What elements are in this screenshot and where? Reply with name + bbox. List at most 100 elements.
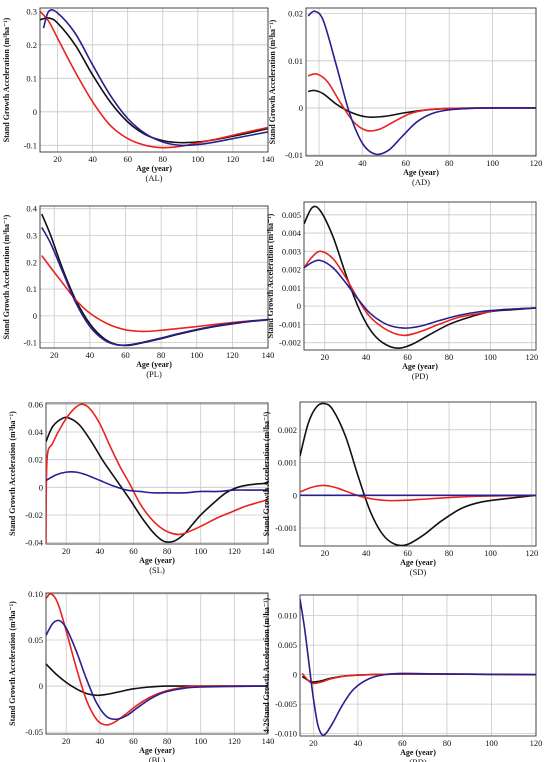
plot-frame: [303, 201, 537, 351]
y-tick-label: 0.3: [26, 230, 37, 240]
panel-6: 20 40 60 80 100 120 140 0.10 0.05 0 -0.05 Age (year…: [8, 589, 274, 762]
x-tick-label: 40: [96, 546, 105, 556]
y-tick-label: 0: [293, 670, 297, 680]
x-tick-label: 100: [484, 352, 497, 362]
series-line-black: [308, 89, 536, 118]
y-axis-label: 4-2Stand Growth Acceleration (m³ha⁻¹): [262, 598, 271, 734]
x-tick-label: 120: [226, 350, 239, 360]
y-tick-label: 0.05: [28, 635, 43, 645]
x-tick-label: 20: [62, 736, 71, 746]
panel-label: (AD): [412, 177, 430, 187]
series-line-red: [41, 255, 268, 333]
y-tick-label: -0.04: [25, 538, 43, 548]
y-tick-label: 0.005: [282, 210, 301, 220]
y-tick-label: -0.005: [275, 699, 297, 709]
x-tick-label: 140: [262, 154, 275, 164]
x-axis-label: Age (year): [400, 748, 436, 757]
series-line-red: [304, 250, 536, 337]
series-line-blue: [304, 259, 536, 329]
x-axis-label: Age (year): [139, 556, 175, 565]
y-tick-label: 0.001: [282, 283, 301, 293]
y-axis-label: Stand Growth Acceleration (m³ha⁻¹): [2, 214, 11, 339]
y-tick-label: 0.02: [28, 455, 43, 465]
x-axis-label: Age (year): [136, 360, 172, 369]
x-tick-label: 60: [398, 738, 407, 748]
y-tick-label: -0.1: [24, 338, 37, 348]
series-line-blue: [46, 619, 268, 721]
x-tick-label: 20: [50, 350, 59, 360]
y-tick-label: 0.10: [28, 589, 43, 599]
x-tick-label: 60: [403, 548, 412, 558]
x-tick-label: 20: [320, 352, 329, 362]
x-axis-label: Age (year): [139, 746, 175, 755]
y-tick-label: -0.010: [275, 729, 297, 739]
panel-4: 20 40 60 80 100 120 140 0.06 0.04 0.02 0 -0.02 -0.04…: [8, 399, 274, 575]
panel-0: 20 40 60 80 100 120 140 0.3 0.2 0.1 0 -0.1 Age (year…: [2, 6, 274, 183]
x-axis-label: Age (year): [400, 558, 436, 567]
x-tick-label: 120: [228, 546, 241, 556]
y-tick-label: 0.1: [26, 284, 37, 294]
x-tick-label: 120: [525, 548, 538, 558]
y-tick-label: 0.001: [278, 458, 297, 468]
x-tick-label: 140: [262, 736, 275, 746]
x-tick-label: 40: [358, 158, 367, 168]
series-line-red: [307, 72, 536, 132]
x-tick-label: 80: [445, 548, 454, 558]
y-tick-label: -0.02: [25, 510, 43, 520]
series-line-red: [300, 484, 536, 502]
y-tick-label: 0.02: [288, 9, 303, 19]
x-tick-label: 80: [163, 736, 172, 746]
y-tick-label: 0.06: [28, 399, 43, 409]
x-tick-label: 100: [486, 158, 499, 168]
y-tick-label: 0: [293, 490, 297, 500]
series-line-blue: [42, 9, 268, 147]
series-line-black: [46, 663, 268, 697]
x-tick-label: 100: [485, 738, 498, 748]
y-tick-label: 0.4: [26, 204, 37, 214]
x-tick-label: 60: [402, 158, 411, 168]
x-tick-label: 80: [157, 350, 166, 360]
panel-2: 20 40 60 80 100 120 140 0.4 0.3 0.2 0.1 0 -0.1 Age (y…: [2, 204, 274, 379]
y-tick-label: 0.1: [26, 73, 37, 83]
x-tick-label: 60: [129, 546, 138, 556]
x-tick-label: 40: [86, 350, 95, 360]
x-tick-label: 120: [227, 154, 240, 164]
x-tick-label: 60: [403, 352, 412, 362]
panel-7: 20 40 60 80 100 120 0.010 0.005 0 -0.005 -0.010 Age…: [262, 594, 542, 762]
x-tick-label: 100: [194, 736, 207, 746]
plot-frame: [305, 7, 537, 157]
y-tick-label: -0.01: [285, 150, 303, 160]
y-tick-label: 0.01: [288, 56, 303, 66]
series-line-red: [40, 10, 268, 149]
y-tick-label: -0.001: [275, 523, 297, 533]
x-tick-label: 120: [525, 352, 538, 362]
series-line-blue: [300, 599, 536, 736]
panel-label: (BD): [409, 757, 427, 762]
x-tick-label: 80: [443, 738, 452, 748]
y-axis-label: Stand Growth Acceleration (m³ha⁻¹): [8, 411, 17, 536]
x-tick-label: 80: [445, 352, 454, 362]
y-axis-label: Stand Growth Acceleration (m³ha⁻¹): [262, 411, 271, 536]
series-line-blue: [41, 227, 268, 347]
x-axis-label: Age (year): [403, 168, 439, 177]
y-axis-label: Stand Growth Acceleration (m³ha⁻¹): [268, 19, 277, 144]
series-line-black: [46, 416, 268, 543]
y-tick-label: 0.3: [26, 6, 37, 16]
y-tick-label: -0.001: [279, 319, 301, 329]
panel-5: 20 40 60 80 100 120 0.002 0.001 0 -0.001 Age (year…: [262, 401, 538, 577]
panel-label: (BL): [149, 755, 166, 762]
x-tick-label: 20: [53, 154, 62, 164]
series-line-black: [40, 17, 268, 144]
x-axis-label: Age (year): [136, 164, 172, 173]
y-tick-label: 0: [33, 311, 37, 321]
panel-3: 20 40 60 80 100 120 0.005 0.004 0.003 0.002 0.001 0…: [266, 201, 538, 381]
panel-1: 20 40 60 80 100 120 0.02 0.01 0 -0.01 Age (year)(A…: [268, 7, 542, 187]
panel-label: (PL): [146, 369, 162, 379]
y-tick-label: 0: [33, 107, 37, 117]
x-axis-label: Age (year): [402, 362, 438, 371]
y-tick-label: 0: [39, 681, 43, 691]
x-tick-label: 80: [163, 546, 172, 556]
x-tick-label: 60: [129, 736, 138, 746]
y-tick-label: -0.1: [24, 140, 37, 150]
